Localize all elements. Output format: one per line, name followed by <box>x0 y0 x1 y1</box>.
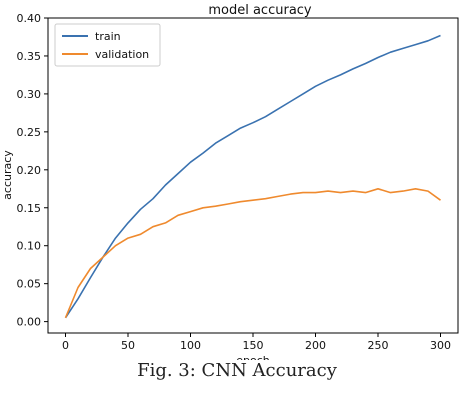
series-layer <box>64 34 441 319</box>
legend: train validation <box>54 23 161 67</box>
series-line-validation <box>64 188 441 319</box>
y-tick-label: 0.15 <box>17 202 42 215</box>
legend-box <box>54 23 161 67</box>
axis-ticks: 0 50 100 150 200 250 300 0.00 0.05 0.10 0.15 0.20 0.… <box>17 12 452 352</box>
x-axis-label: epoch <box>236 354 270 360</box>
series-line-train <box>64 34 441 319</box>
y-tick-label: 0.40 <box>17 12 42 25</box>
legend-train-label: train <box>95 30 121 43</box>
x-tick-label: 150 <box>243 339 264 352</box>
x-tick-label: 250 <box>368 339 389 352</box>
x-tick-label: 0 <box>62 339 69 352</box>
chart-title: model accuracy <box>208 3 312 18</box>
x-tick-label: 300 <box>430 339 451 352</box>
legend-validation-label: validation <box>95 48 149 61</box>
y-tick-label: 0.00 <box>17 316 42 329</box>
y-tick-label: 0.30 <box>17 88 42 101</box>
x-tick-label: 200 <box>305 339 326 352</box>
x-tick-label: 50 <box>121 339 135 352</box>
accuracy-chart: model accuracy 0 50 100 150 200 250 300 0.00 0.0… <box>1 3 459 360</box>
figure-caption: Fig. 3: CNN Accuracy <box>137 360 337 381</box>
y-tick-label: 0.25 <box>17 126 42 139</box>
y-tick-label: 0.10 <box>17 240 42 253</box>
y-tick-label: 0.20 <box>17 164 42 177</box>
x-tick-label: 100 <box>180 339 201 352</box>
y-tick-label: 0.35 <box>17 50 42 63</box>
y-axis-label: accuracy <box>1 150 14 200</box>
y-tick-label: 0.05 <box>17 278 42 291</box>
